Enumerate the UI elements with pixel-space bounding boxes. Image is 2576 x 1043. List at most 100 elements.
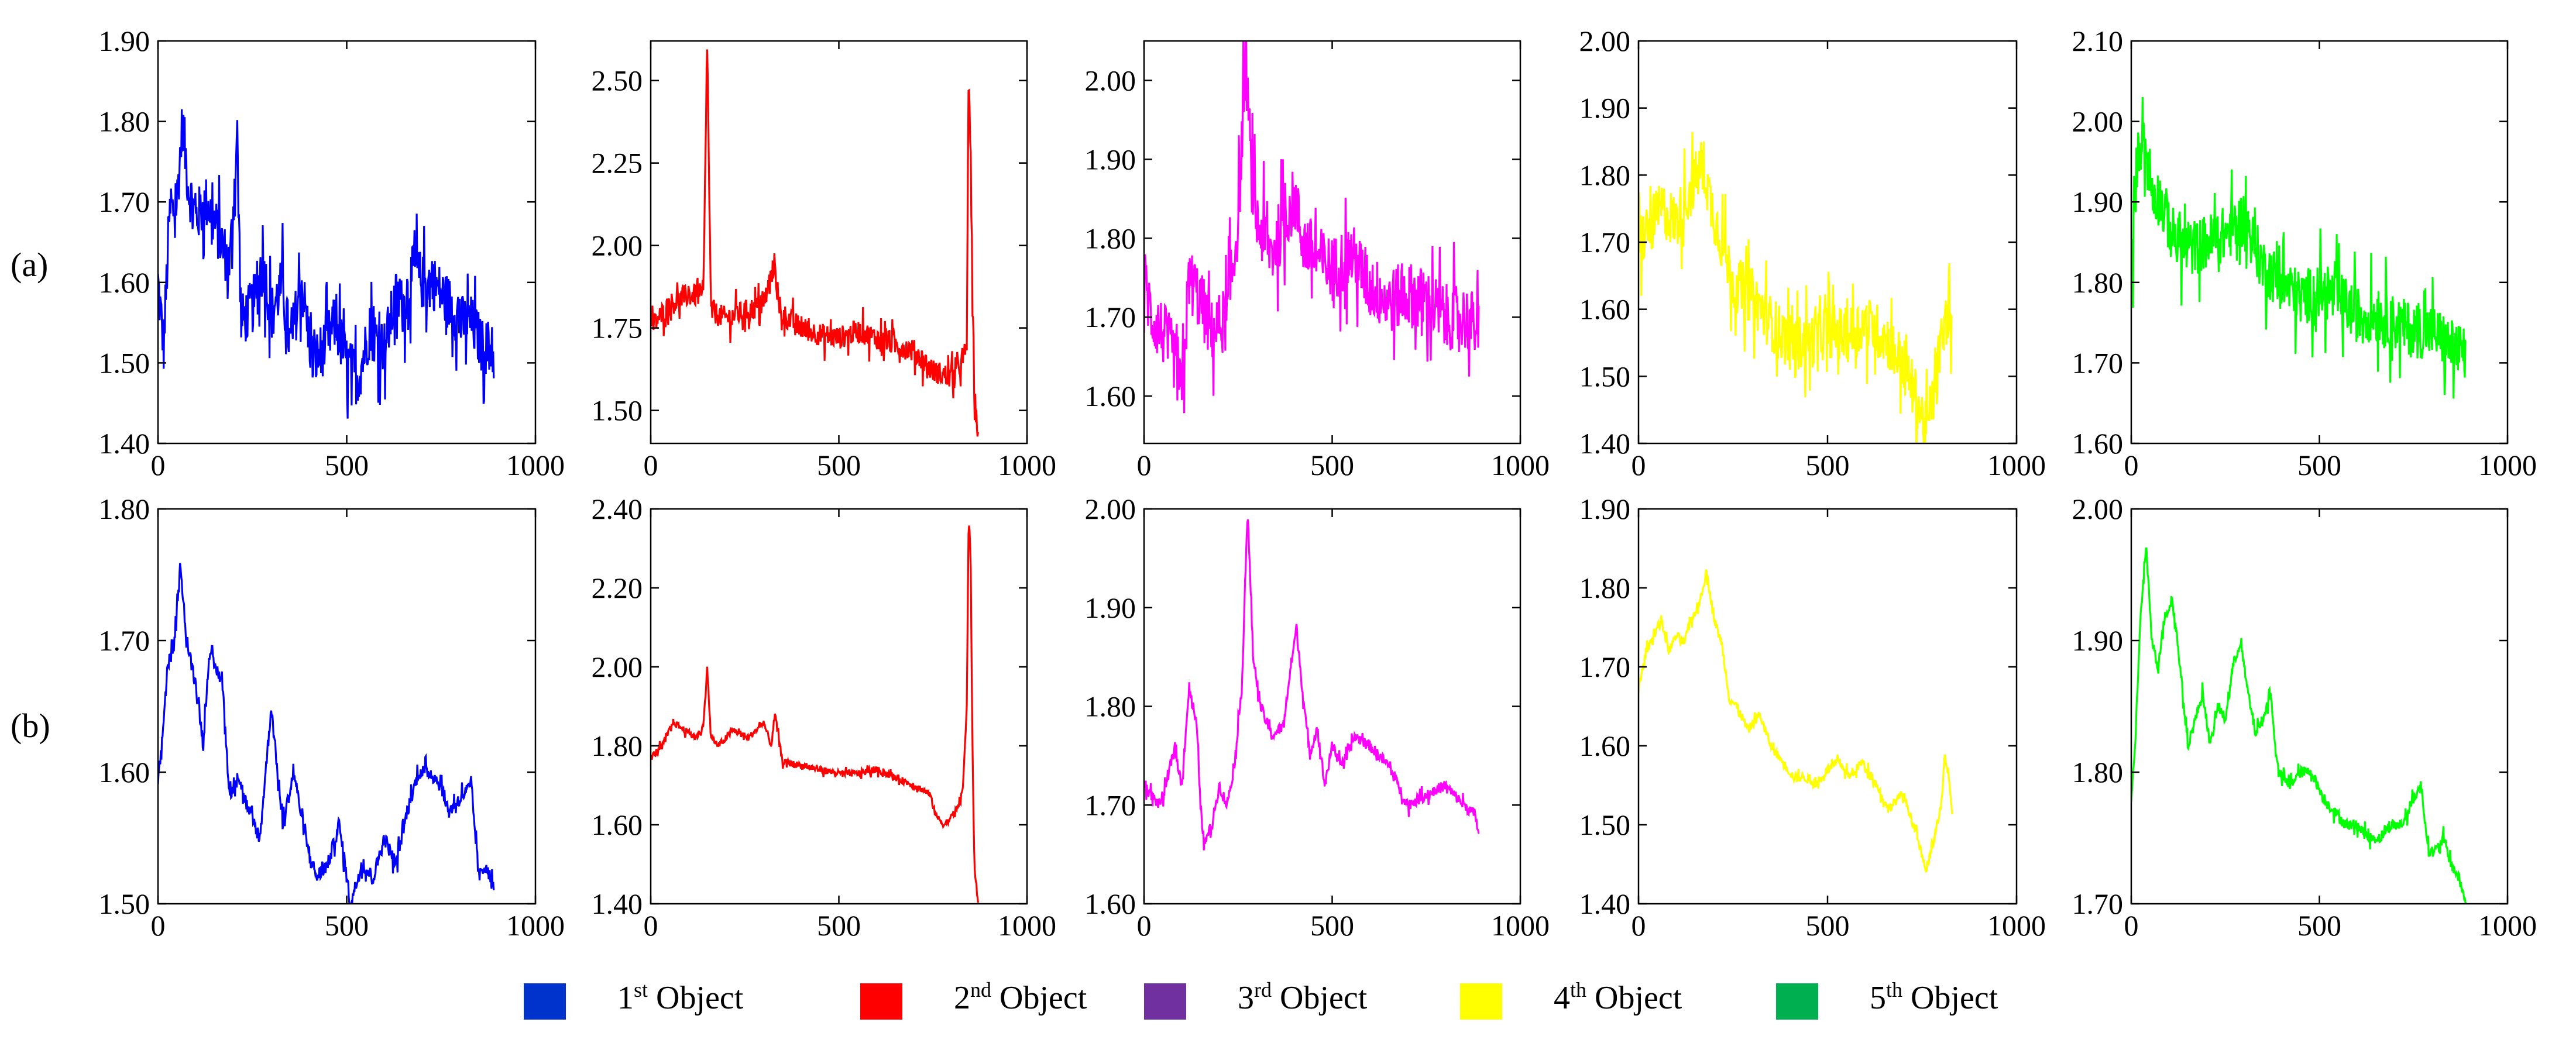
y-tick-label: 1.40 (1579, 887, 1631, 920)
x-tick-label: 1000 (1491, 449, 1550, 481)
y-tick-label: 1.50 (592, 394, 643, 427)
y-tick-label: 1.40 (592, 887, 643, 920)
legend-label: 4th Object (1554, 978, 1682, 1016)
chart-panel: 0 500 1000 1.40 1.50 1.60 1.70 1.80 1.90 (99, 25, 565, 481)
x-tick-label: 1000 (506, 909, 565, 942)
legend-swatch (860, 983, 902, 1020)
chart-panel: 0 500 1000 1.40 1.60 1.80 2.00 2.20 2.40 (592, 493, 1057, 942)
y-tick-label: 1.80 (2072, 756, 2124, 789)
y-tick-label: 1.60 (1579, 729, 1631, 762)
y-tick-label: 1.90 (1085, 143, 1136, 175)
legend-label: 5th Object (1870, 978, 1998, 1016)
x-tick-label: 0 (644, 449, 658, 481)
y-tick-label: 1.60 (1085, 887, 1136, 920)
y-tick-label: 1.70 (2072, 346, 2124, 379)
y-tick-label: 1.70 (1579, 226, 1631, 259)
series-line (1639, 132, 1953, 443)
y-tick-label: 1.80 (2072, 266, 2124, 299)
series-line (651, 525, 979, 903)
y-tick-label: 1.40 (99, 427, 150, 460)
x-tick-label: 0 (644, 909, 658, 942)
y-tick-label: 1.40 (1579, 427, 1631, 460)
y-tick-label: 1.50 (1579, 808, 1631, 841)
y-tick-label: 1.90 (2072, 624, 2124, 657)
legend-item: 3rd Object (1144, 978, 1368, 1020)
y-tick-label: 1.60 (1085, 380, 1136, 412)
legend-swatch (1460, 983, 1502, 1020)
y-tick-label: 2.25 (592, 147, 643, 180)
chart-panel: 0 500 1000 1.60 1.70 1.80 1.90 2.00 2.10 (2072, 25, 2537, 481)
y-tick-label: 1.80 (99, 493, 150, 525)
x-tick-label: 1000 (998, 449, 1056, 481)
y-tick-label: 1.70 (1085, 789, 1136, 821)
chart-panel: 0 500 1000 1.60 1.70 1.80 1.90 2.00 (1085, 40, 1550, 481)
x-tick-label: 1000 (1491, 909, 1550, 942)
y-tick-label: 1.80 (1579, 159, 1631, 191)
y-tick-label: 1.80 (99, 105, 150, 138)
y-tick-label: 1.60 (99, 266, 150, 299)
axes-frame (157, 508, 537, 905)
x-tick-label: 0 (1632, 909, 1646, 942)
series-line (1639, 569, 1953, 873)
y-tick-label: 2.50 (592, 64, 643, 97)
x-tick-label: 500 (1806, 449, 1850, 481)
y-tick-label: 1.50 (1579, 360, 1631, 393)
x-tick-label: 500 (1806, 909, 1850, 942)
legend-label: 1st Object (617, 978, 744, 1016)
y-tick-label: 1.60 (1579, 293, 1631, 326)
series-line (1144, 519, 1480, 851)
x-tick-label: 500 (817, 909, 861, 942)
axes-frame (1143, 508, 1521, 905)
x-tick-label: 500 (817, 449, 861, 481)
y-tick-label: 1.90 (1579, 493, 1631, 525)
x-tick-label: 500 (2297, 909, 2341, 942)
y-tick-label: 2.20 (592, 572, 643, 604)
series-line (158, 563, 495, 904)
legend-label: 2nd Object (954, 978, 1087, 1016)
x-tick-label: 500 (1310, 449, 1354, 481)
x-tick-label: 0 (2124, 909, 2139, 942)
y-tick-label: 1.50 (99, 887, 150, 920)
x-tick-label: 0 (151, 909, 166, 942)
legend-item: 2nd Object (860, 978, 1087, 1020)
y-tick-label: 2.40 (592, 493, 643, 525)
row-label-a: (a) (11, 246, 48, 284)
y-tick-label: 2.00 (1085, 64, 1136, 97)
x-tick-label: 500 (325, 449, 369, 481)
legend-item: 5th Object (1776, 978, 1998, 1020)
axes-frame (1637, 508, 2018, 905)
axes-frame (2130, 508, 2509, 905)
legend-swatch (524, 983, 566, 1020)
y-tick-label: 2.10 (2072, 25, 2124, 57)
x-tick-label: 0 (2124, 449, 2139, 481)
x-tick-label: 1000 (998, 909, 1056, 942)
y-tick-label: 1.70 (1579, 650, 1631, 683)
x-tick-label: 0 (1137, 449, 1152, 481)
y-tick-label: 1.80 (592, 729, 643, 762)
y-tick-label: 2.00 (1579, 25, 1631, 57)
y-tick-label: 1.60 (592, 808, 643, 841)
x-tick-label: 500 (2297, 449, 2341, 481)
series-line (2131, 547, 2467, 904)
y-tick-label: 1.90 (99, 25, 150, 57)
x-tick-label: 0 (1137, 909, 1152, 942)
x-tick-label: 1000 (2478, 909, 2537, 942)
y-tick-label: 2.00 (592, 229, 643, 262)
x-tick-label: 1000 (2478, 449, 2537, 481)
axes-frame (1637, 40, 2018, 445)
x-tick-label: 1000 (1987, 909, 2046, 942)
y-tick-label: 1.60 (99, 756, 150, 789)
legend-label: 3rd Object (1238, 978, 1368, 1016)
y-tick-label: 2.00 (1085, 493, 1136, 525)
legend-item: 1st Object (524, 978, 744, 1020)
x-tick-label: 0 (151, 449, 166, 481)
legend: 1st Object 2nd Object 3rd Object 4th Object… (524, 978, 1998, 1020)
y-tick-label: 2.00 (2072, 105, 2124, 138)
x-tick-label: 1000 (1987, 449, 2046, 481)
y-tick-label: 1.70 (2072, 887, 2124, 920)
series-line (158, 109, 495, 419)
y-tick-label: 1.80 (1579, 572, 1631, 604)
legend-swatch (1776, 983, 1818, 1020)
x-tick-label: 1000 (506, 449, 565, 481)
